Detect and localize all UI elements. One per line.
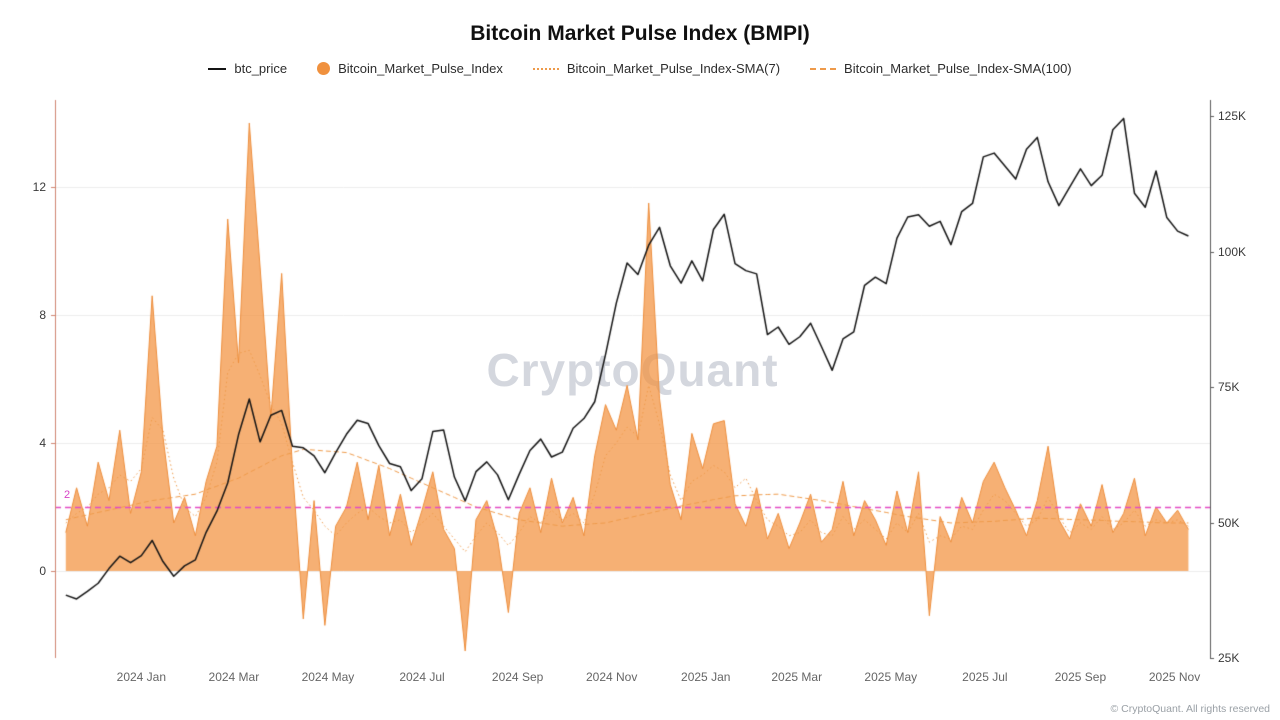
line-swatch-icon — [208, 67, 227, 70]
area-swatch-icon — [317, 62, 331, 75]
legend-item-btc_price[interactable]: btc_price — [208, 61, 287, 76]
copyright-note: © CryptoQuant. All rights reserved — [1110, 703, 1270, 715]
legend-item-Bitcoin_Market_Pulse_Index-SMA(100)[interactable]: Bitcoin_Market_Pulse_Index-SMA(100) — [810, 61, 1072, 76]
legend-item-Bitcoin_Market_Pulse_Index-SMA(7)[interactable]: Bitcoin_Market_Pulse_Index-SMA(7) — [532, 61, 781, 76]
dashed-swatch-icon — [810, 67, 837, 70]
legend: btc_price Bitcoin_Market_Pulse_Index Bitco… — [0, 61, 1280, 76]
threshold-label: 2 — [64, 489, 71, 501]
chart-title: Bitcoin Market Pulse Index (BMPI) — [470, 22, 810, 45]
legend-item-Bitcoin_Market_Pulse_Index[interactable]: Bitcoin_Market_Pulse_Index — [317, 61, 503, 76]
legend-label: Bitcoin_Market_Pulse_Index — [338, 61, 503, 76]
legend-label: Bitcoin_Market_Pulse_Index-SMA(7) — [566, 61, 781, 76]
legend-label: Bitcoin_Market_Pulse_Index-SMA(100) — [844, 61, 1072, 76]
dotted-swatch-icon — [532, 67, 559, 70]
legend-label: btc_price — [234, 61, 288, 76]
